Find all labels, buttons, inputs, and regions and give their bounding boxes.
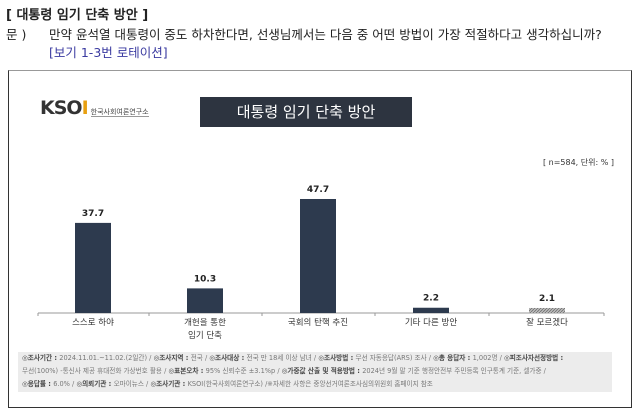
- footer-value: 무선(100%) -통신사 제공 휴대전화 가상번호 활용 /: [22, 367, 169, 375]
- footer-line: ◎조사기간 : 2024.11.01.~11.02.(2일간) / ◎조사지역 …: [22, 352, 608, 365]
- bar: [75, 222, 111, 313]
- footer-key: ◎조사대상 :: [209, 354, 247, 362]
- data-label: 47.7: [307, 185, 329, 195]
- bar: [187, 288, 223, 313]
- footer-key: ◎피조사자선정방법 :: [503, 354, 564, 362]
- footer-value: KSOI(한국사회여론연구소) /※자세한 사항은 중앙선거여론조사심의위원회 …: [187, 380, 433, 388]
- category-label: 잘 모르겠다: [526, 317, 568, 328]
- footer-key: ◎조사지역 :: [153, 354, 191, 362]
- category-label: 기타 다른 방안: [405, 317, 458, 328]
- rotation-note: [보기 1-3번 로테이션]: [49, 45, 168, 60]
- footer-key: ◎응답률 :: [22, 380, 54, 388]
- logo-sub: 한국사회여론연구소: [90, 108, 149, 117]
- footer-key: ◎총 응답자 :: [433, 354, 473, 362]
- bar: [529, 307, 565, 313]
- footer-key: ◎조사방법 :: [318, 354, 356, 362]
- question-label: 문 ): [6, 27, 27, 42]
- data-label: 10.3: [194, 274, 216, 284]
- chart-title: 대통령 임기 단축 방안: [200, 97, 412, 127]
- footer-line: 무선(100%) -통신사 제공 휴대전화 가상번호 활용 / ◎표본오차 : …: [22, 365, 608, 378]
- footer-value: 2024년 9월 말 기준 행정안전부 주민등록 인구통계 기준, 셀가중 /: [362, 367, 546, 375]
- footer-key: ◎조사기간 :: [22, 354, 60, 362]
- data-label: 2.1: [539, 294, 555, 304]
- footer-value: 2024.11.01.~11.02.(2일간) /: [59, 354, 154, 362]
- survey-footer: ◎조사기간 : 2024.11.01.~11.02.(2일간) / ◎조사지역 …: [18, 352, 612, 392]
- category-label: 임기 단축: [188, 330, 222, 341]
- bar: [413, 307, 449, 313]
- footer-line: ◎응답률 : 6.0% / ◎의뢰기관 : 오마이뉴스 / ◎조사기관 : KS…: [22, 378, 608, 391]
- page-title: [ 대통령 임기 단축 방안 ]: [6, 8, 149, 23]
- footer-key: ◎조사기관 :: [150, 380, 188, 388]
- data-label: 2.2: [423, 294, 439, 304]
- footer-value: 1,002명 /: [472, 354, 504, 362]
- question-text: 만약 윤석열 대통령이 중도 하차한다면, 선생님께서는 다음 중 어떤 방법이…: [49, 27, 602, 42]
- chart-frame: [8, 70, 632, 408]
- category-label: 개헌을 통한: [184, 317, 226, 328]
- bar: [300, 198, 336, 313]
- data-label: 37.7: [82, 209, 104, 219]
- category-label: 스스로 하야: [72, 317, 114, 328]
- footer-value: 오마이뉴스 /: [113, 380, 151, 388]
- footer-value: 무선 자동응답(ARS) 조사 /: [355, 354, 434, 362]
- category-label: 국회의 탄핵 추진: [288, 317, 348, 328]
- footer-value: 95% 신뢰수준 ±3.1%p /: [205, 367, 282, 375]
- footer-value: 6.0% /: [53, 380, 77, 388]
- footer-key: ◎표본오차 :: [168, 367, 206, 375]
- footer-value: 전국 만 18세 이상 남녀 /: [246, 354, 319, 362]
- ksoi-logo: KSOI 한국사회여론연구소: [40, 97, 149, 119]
- footer-key: ◎의뢰기관 :: [76, 380, 114, 388]
- footer-value: 전국 /: [190, 354, 210, 362]
- footer-key: ◎가중값 산출 및 적용방법 :: [281, 367, 363, 375]
- sample-note: [ n=584, 단위: % ]: [542, 158, 614, 167]
